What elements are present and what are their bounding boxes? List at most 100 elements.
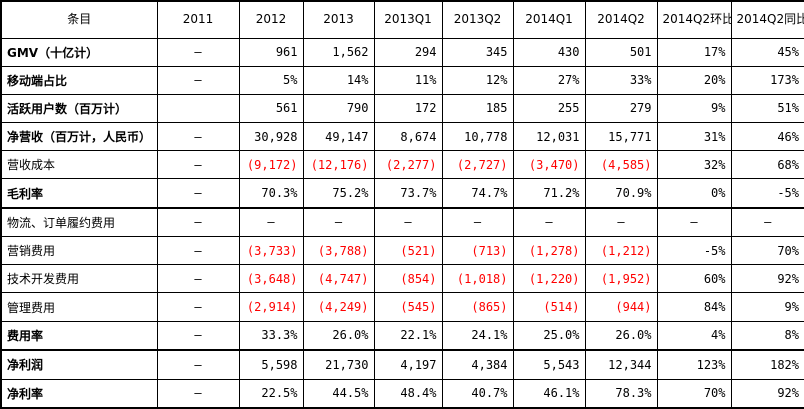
- table-cell: 790: [302, 93, 375, 123]
- table-cell: 70.3%: [238, 178, 304, 209]
- table-cell: 27%: [512, 65, 586, 95]
- table-cell: 21,730: [302, 350, 375, 380]
- table-cell: –: [656, 207, 732, 238]
- row-label: 净利率: [0, 378, 158, 409]
- table-row: 技术开发费用 – (3,648) (4,747) (854) (1,018) (1,220)…: [0, 264, 804, 294]
- table-cell: 32%: [656, 150, 732, 180]
- table-cell: 70.9%: [584, 178, 658, 209]
- table-cell: 4,384: [441, 350, 514, 380]
- table-cell: -5%: [730, 178, 804, 209]
- table-cell: 255: [512, 93, 586, 123]
- table-cell: (854): [373, 264, 443, 294]
- table-cell: 22.5%: [238, 378, 304, 409]
- table-cell: (865): [441, 292, 514, 322]
- table-cell: –: [441, 207, 514, 238]
- row-label: 费用率: [0, 320, 158, 350]
- table-row: 净利率 –22.5% 44.5% 48.4% 40.7% 46.1% 78.3% 70% 92%: [0, 378, 804, 409]
- table-cell: (4,585): [584, 150, 658, 180]
- header-row: 条目 2011 2012 2013 2013Q1 2013Q2 2014Q1 2014Q2 20…: [0, 0, 804, 39]
- table-cell: 12%: [441, 65, 514, 95]
- table-cell: 14%: [302, 65, 375, 95]
- table-cell: (9,172): [238, 150, 304, 180]
- table-cell: (1,278): [512, 236, 586, 266]
- row-label: 净营收（百万计，人民币）: [0, 121, 158, 152]
- table-cell: (4,249): [302, 292, 375, 322]
- table-cell: 74.7%: [441, 178, 514, 209]
- table-cell: 9%: [730, 292, 804, 322]
- table-body: GMV（十亿计） –961 1,562 294 345 430 501 17% 45% 移动端占比…: [0, 37, 804, 409]
- table-cell: 10,778: [441, 121, 514, 152]
- table-cell: 78.3%: [584, 378, 658, 409]
- row-label: 活跃用户数（百万计）: [0, 93, 158, 123]
- table-cell: 11%: [373, 65, 443, 95]
- table-cell: 60%: [656, 264, 732, 294]
- table-cell: 22.1%: [373, 320, 443, 350]
- table-row: 活跃用户数（百万计） 561 790 172 185 255 279 9% 51%: [0, 93, 804, 123]
- table-cell: 33%: [584, 65, 658, 95]
- table-cell: 5%: [238, 65, 304, 95]
- table-cell: 45%: [730, 37, 804, 67]
- table-cell: 44.5%: [302, 378, 375, 409]
- table-cell: –: [156, 264, 240, 294]
- table-row: 管理费用 – (2,914) (4,249) (545) (865) (514) (944) 8…: [0, 292, 804, 322]
- table-cell: (545): [373, 292, 443, 322]
- table-cell: 15,771: [584, 121, 658, 152]
- table-cell: 5,543: [512, 350, 586, 380]
- table-cell: [156, 93, 240, 123]
- table-cell: 24.1%: [441, 320, 514, 350]
- table-cell: (3,788): [302, 236, 375, 266]
- table-cell: (521): [373, 236, 443, 266]
- table-cell: –: [156, 207, 240, 238]
- row-label: GMV（十亿计）: [0, 37, 158, 67]
- table-cell: 26.0%: [302, 320, 375, 350]
- table-cell: 71.2%: [512, 178, 586, 209]
- table-cell: (2,914): [238, 292, 304, 322]
- table-cell: –: [512, 207, 586, 238]
- table-cell: –: [156, 236, 240, 266]
- table-row: GMV（十亿计） –961 1,562 294 345 430 501 17% 45%: [0, 37, 804, 67]
- table-cell: 279: [584, 93, 658, 123]
- table-cell: (713): [441, 236, 514, 266]
- table-row: 净营收（百万计，人民币） –30,928 49,147 8,674 10,778 12,0…: [0, 121, 804, 152]
- column-header-8: 2014Q2环比 增长率: [656, 0, 732, 39]
- table-cell: (2,277): [373, 150, 443, 180]
- table-cell: 31%: [656, 121, 732, 152]
- table-cell: 8%: [730, 320, 804, 350]
- table-cell: 73.7%: [373, 178, 443, 209]
- table-cell: 4,197: [373, 350, 443, 380]
- table-row: 移动端占比 –5% 14% 11% 12% 27% 33% 20% 173%: [0, 65, 804, 95]
- table-cell: 123%: [656, 350, 732, 380]
- table-cell: 33.3%: [238, 320, 304, 350]
- column-header-9: 2014Q2同比 增长率: [730, 0, 804, 39]
- column-header-4: 2013Q1: [373, 0, 443, 39]
- table-cell: (1,952): [584, 264, 658, 294]
- column-header-3: 2013: [302, 0, 375, 39]
- table-cell: 182%: [730, 350, 804, 380]
- row-label: 净利润: [0, 350, 158, 380]
- table-cell: –: [730, 207, 804, 238]
- table-cell: –: [156, 178, 240, 209]
- row-label: 物流、订单履约费用: [0, 207, 158, 238]
- table-header: 条目 2011 2012 2013 2013Q1 2013Q2 2014Q1 2014Q2 20…: [0, 0, 804, 39]
- table-cell: –: [238, 207, 304, 238]
- table-row: 毛利率 –70.3% 75.2% 73.7% 74.7% 71.2% 70.9% 0% -5%: [0, 178, 804, 209]
- table-cell: 48.4%: [373, 378, 443, 409]
- table-cell: (4,747): [302, 264, 375, 294]
- column-header-2: 2012: [238, 0, 304, 39]
- column-header-6: 2014Q1: [512, 0, 586, 39]
- column-header-7: 2014Q2: [584, 0, 658, 39]
- column-header-0: 条目: [0, 0, 158, 39]
- table-cell: 185: [441, 93, 514, 123]
- row-label: 技术开发费用: [0, 264, 158, 294]
- table-cell: 9%: [656, 93, 732, 123]
- table-cell: –: [156, 121, 240, 152]
- table-cell: 961: [238, 37, 304, 67]
- row-label: 移动端占比: [0, 65, 158, 95]
- table-cell: –: [156, 350, 240, 380]
- table-cell: 75.2%: [302, 178, 375, 209]
- table-row: 费用率 –33.3% 26.0% 22.1% 24.1% 25.0% 26.0% 4% 8%: [0, 320, 804, 350]
- column-header-5: 2013Q2: [441, 0, 514, 39]
- table-cell: 25.0%: [512, 320, 586, 350]
- table-cell: 501: [584, 37, 658, 67]
